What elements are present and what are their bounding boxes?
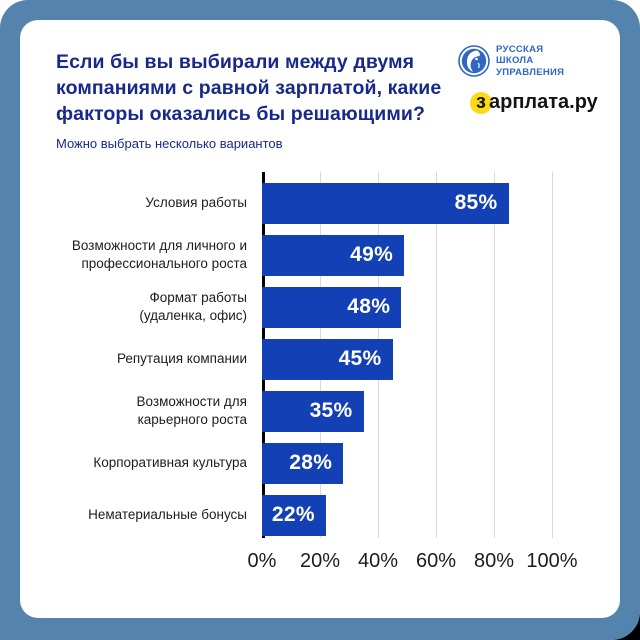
bar-track: 85% — [262, 182, 552, 224]
category-label: Возможности для карьерного роста — [136, 394, 247, 427]
value-label: 49% — [350, 243, 394, 266]
page-subtitle: Можно выбрать несколько вариантов — [56, 136, 283, 151]
bar: 35% — [262, 390, 364, 432]
rsu-globe-icon — [458, 45, 490, 77]
x-axis-tick: 40% — [357, 550, 399, 572]
gridline — [436, 172, 437, 538]
chart-rows: Условия работы 85% Возможности для личного… — [20, 177, 620, 541]
x-axis-labels: 0% 20% 40% 60% 80% 100% — [248, 550, 578, 578]
bar-track: 49% — [262, 234, 552, 276]
zarplata-highlight-letter: з — [476, 91, 486, 113]
rsu-logo: РУССКАЯ ШКОЛА УПРАВЛЕНИЯ — [458, 44, 564, 78]
x-axis-tick: 80% — [473, 550, 515, 572]
rsu-logo-line: УПРАВЛЕНИЯ — [496, 66, 565, 78]
rsu-logo-line: РУССКАЯ — [496, 44, 544, 55]
gridline — [494, 172, 495, 538]
zarplata-highlight-icon: з — [470, 91, 492, 114]
x-axis-tick: 60% — [415, 550, 457, 572]
chart-row: Корпоративная культура 28% — [20, 437, 620, 489]
bar-track: 48% — [262, 286, 552, 328]
chart-row: Возможности для карьерного роста 35% — [20, 385, 620, 437]
bar: 22% — [262, 494, 326, 536]
category-label: Условия работы — [145, 195, 247, 211]
value-label: 22% — [271, 503, 315, 526]
chart-row: Формат работы (удаленка, офис) 48% — [20, 281, 620, 333]
bar: 45% — [262, 338, 393, 380]
chart-row: Репутация компании 45% — [20, 333, 620, 385]
category-label: Репутация компании — [116, 351, 247, 367]
zarplata-logo-text: арплата.ру — [489, 91, 598, 113]
x-axis-tick: 20% — [299, 550, 341, 572]
page-title: Если бы вы выбирали между двумя компания… — [56, 51, 442, 125]
category-label: Формат работы (удаленка, офис) — [139, 290, 247, 323]
gridline — [552, 172, 553, 538]
bar-track: 45% — [262, 338, 552, 380]
rsu-logo-text: РУССКАЯ ШКОЛА УПРАВЛЕНИЯ — [496, 44, 564, 78]
zarplata-logo: з арплата.ру — [470, 91, 598, 114]
bar-chart: Условия работы 85% Возможности для личного… — [20, 172, 620, 602]
value-label: 45% — [338, 347, 382, 370]
bar: 48% — [262, 286, 402, 328]
category-label: Корпоративная культура — [93, 455, 247, 471]
category-label: Нематериальные бонусы — [88, 507, 247, 523]
category-label: Возможности для личного и профессиональн… — [71, 238, 247, 271]
bar: 85% — [262, 182, 509, 224]
infographic-card: Если бы вы выбирали между двумя компания… — [20, 20, 620, 618]
bar-track: 28% — [262, 442, 552, 484]
chart-row: Возможности для личного и профессиональн… — [20, 229, 620, 281]
chart-row: Нематериальные бонусы 22% — [20, 489, 620, 541]
value-label: 48% — [347, 295, 391, 318]
bar-track: 22% — [262, 494, 552, 536]
rsu-logo-line: ШКОЛА — [496, 55, 534, 67]
value-label: 35% — [309, 399, 353, 422]
x-axis-tick: 100% — [526, 550, 578, 572]
chart-row: Условия работы 85% — [20, 177, 620, 229]
bar: 49% — [262, 234, 405, 276]
bar-track: 35% — [262, 390, 552, 432]
x-axis-tick: 0% — [247, 550, 277, 572]
bar: 28% — [262, 442, 344, 484]
value-label: 28% — [289, 451, 333, 474]
value-label: 85% — [454, 191, 498, 214]
